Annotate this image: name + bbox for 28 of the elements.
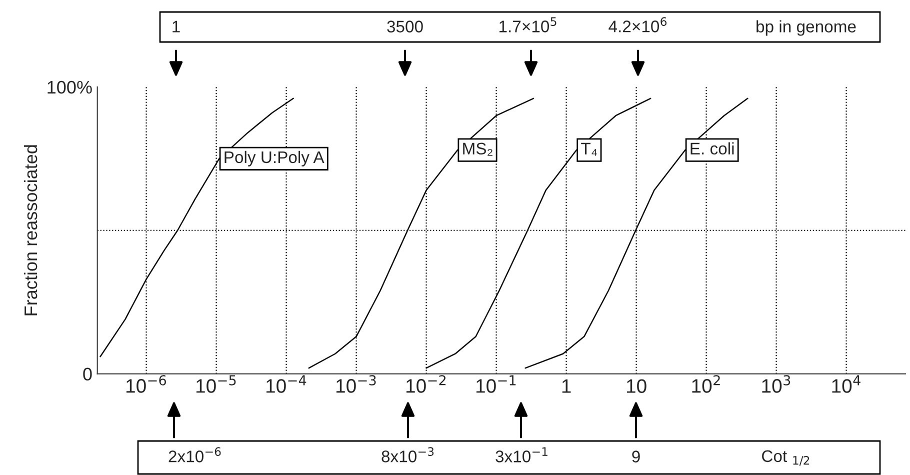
x-tick-label: 10$^{3}$	[762, 375, 790, 393]
text: Cot $_{1/2}$	[762, 450, 810, 466]
text: 9	[632, 450, 640, 462]
x-tick-label: 10$^{−3}$	[336, 375, 376, 393]
x-tick-label: 10$^{−5}$	[196, 375, 236, 393]
x-tick-label: 10$^{2}$	[692, 375, 720, 393]
text: 2x10$^{−6}$	[168, 447, 221, 462]
x-tick-label: 10	[626, 379, 646, 393]
x-tick-label: 10$^{−4}$	[266, 375, 306, 393]
series-label: MS₂	[463, 142, 492, 156]
x-tick-label: 1	[562, 379, 571, 393]
x-tick-label: 10$^{4}$	[832, 375, 860, 393]
y-tick-label: 100%	[48, 80, 92, 94]
text: 1.7×10$^{5}$	[500, 17, 556, 32]
text: 8x10$^{−3}$	[382, 447, 434, 462]
y-tick-label: 0	[83, 368, 92, 381]
text: 1	[172, 20, 180, 32]
text: 3500	[387, 20, 423, 32]
series-label: T₄	[581, 142, 598, 156]
y-axis-title: Fraction reassociated	[24, 145, 38, 316]
text: 4.2×10$^{6}$	[608, 17, 667, 32]
x-tick-label: 10$^{−6}$	[126, 375, 166, 393]
text: bp in genome	[756, 20, 856, 36]
x-tick-label: 10$^{−1}$	[476, 375, 516, 393]
series-label: E. coli	[690, 142, 734, 155]
x-tick-label: 10$^{−2}$	[406, 375, 446, 393]
series-label: Poly U:Poly A	[224, 150, 324, 166]
text: 3x10$^{−1}$	[496, 447, 548, 462]
